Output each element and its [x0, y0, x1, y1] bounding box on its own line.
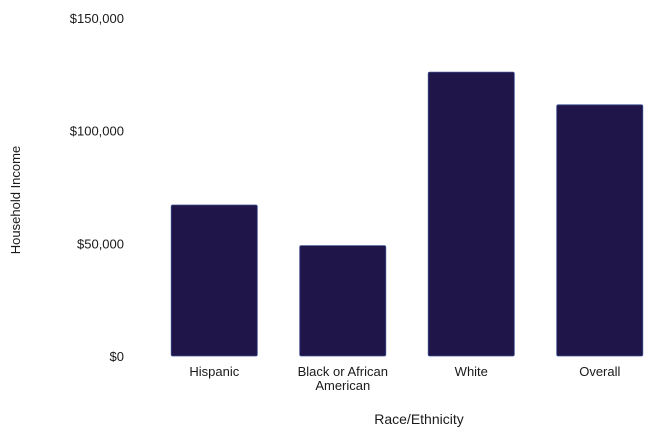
y-tick-label: $100,000 — [70, 124, 124, 139]
y-tick-label: $50,000 — [77, 236, 124, 251]
y-tick-label: $150,000 — [70, 11, 124, 26]
x-tick-label: Black or African American — [298, 364, 388, 393]
bars — [170, 71, 644, 357]
x-tick-label: Overall — [579, 364, 620, 379]
x-tick-label-line: Hispanic — [189, 364, 239, 379]
bar-hispanic — [170, 204, 258, 357]
x-tick-label-line: White — [455, 364, 488, 379]
x-axis-label: Race/Ethnicity — [374, 411, 463, 427]
y-axis-ticks: $0 $50,000 $100,000 $150,000 — [70, 11, 124, 364]
bar-white — [427, 71, 515, 357]
bar-black-or-african-american — [299, 245, 387, 357]
y-axis-label: Household Income — [8, 146, 23, 254]
x-tick-label-line: Black or African — [298, 364, 388, 379]
y-tick-label: $0 — [110, 349, 124, 364]
x-tick-label: White — [455, 364, 488, 379]
x-axis-ticks: Hispanic Black or African American White Ove… — [189, 364, 620, 393]
x-tick-label-line: American — [315, 378, 370, 393]
x-tick-label: Hispanic — [189, 364, 239, 379]
x-tick-label-line: Overall — [579, 364, 620, 379]
bar-overall — [556, 104, 644, 357]
